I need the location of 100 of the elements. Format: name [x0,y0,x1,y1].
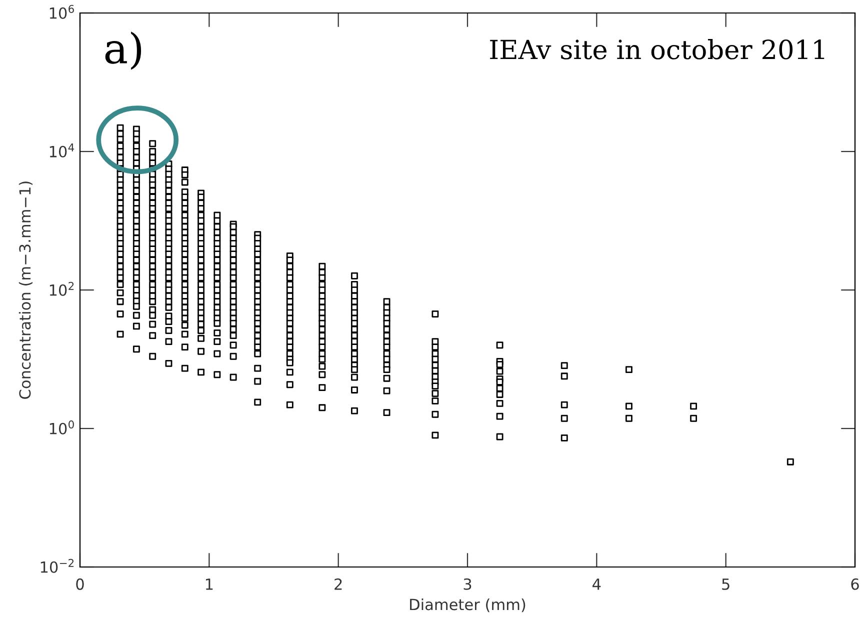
point [230,274,237,282]
point [132,187,140,194]
point [198,250,204,258]
point [132,194,140,201]
point [254,274,262,282]
point [318,371,326,378]
point [198,368,204,376]
point [116,310,124,318]
point [286,344,294,351]
point [181,286,188,294]
point [254,286,262,294]
point [383,366,390,374]
point [116,262,124,270]
point [116,250,124,258]
point [198,348,204,355]
point [149,181,156,188]
point [286,274,294,282]
y-axis-title: Concentration (m−3.mm−1) [18,182,33,399]
point [149,306,156,314]
point [149,148,156,155]
point [214,250,221,258]
annotation: a) [105,32,142,70]
point [198,194,204,201]
point [181,364,188,372]
point [149,320,156,328]
point [132,346,140,353]
point [132,205,140,212]
point [181,194,188,201]
point [198,327,204,334]
point [318,404,326,412]
point [181,344,188,351]
point [116,274,124,282]
point [286,401,294,408]
point [496,368,504,375]
point [165,274,172,282]
point [230,250,237,258]
point [318,332,326,340]
point [254,398,262,406]
point [181,322,188,329]
point [116,281,124,288]
point [214,274,221,282]
point [318,274,326,282]
point [383,344,390,351]
point [214,320,221,327]
point [786,458,794,466]
point [116,256,124,264]
point [181,314,188,322]
point [254,320,262,327]
point [214,256,221,264]
point [116,124,124,132]
x-tick-label: 5 [722,578,730,590]
point [496,391,504,398]
point [254,262,262,270]
point [432,390,439,397]
x-axis-title: Diameter (mm) [410,598,526,612]
point [149,194,156,201]
point [690,414,698,422]
point [351,332,358,340]
point [165,327,172,334]
point [116,194,124,201]
point [214,350,221,358]
point [496,400,504,407]
point [351,366,358,374]
point [230,320,237,327]
point [132,181,140,188]
point [254,364,262,372]
point [198,320,204,328]
point [149,256,156,264]
point [496,342,504,349]
point [432,310,439,318]
y-tick-label: 10$^{−2}$ [40,558,74,573]
point [116,289,124,296]
point [181,205,188,212]
x-tick-label: 3 [464,578,472,590]
point [214,371,221,378]
point [318,362,326,370]
point [318,326,326,333]
point [116,136,124,143]
point [318,286,326,294]
point [230,262,237,270]
point [132,274,140,282]
point [318,320,326,327]
point [116,187,124,194]
point [198,314,204,322]
point [214,262,221,270]
point [149,312,156,319]
x-tick-label: 0 [76,578,84,590]
point [181,256,188,264]
point [198,334,204,342]
point [230,256,237,264]
point [149,205,156,212]
point [496,433,504,440]
point [132,302,140,310]
point [318,262,326,270]
point [165,205,172,212]
point [149,286,156,294]
point [254,326,262,333]
point [116,181,124,188]
point [432,397,439,404]
y-tick-label: 10$^{4}$ [50,144,74,158]
